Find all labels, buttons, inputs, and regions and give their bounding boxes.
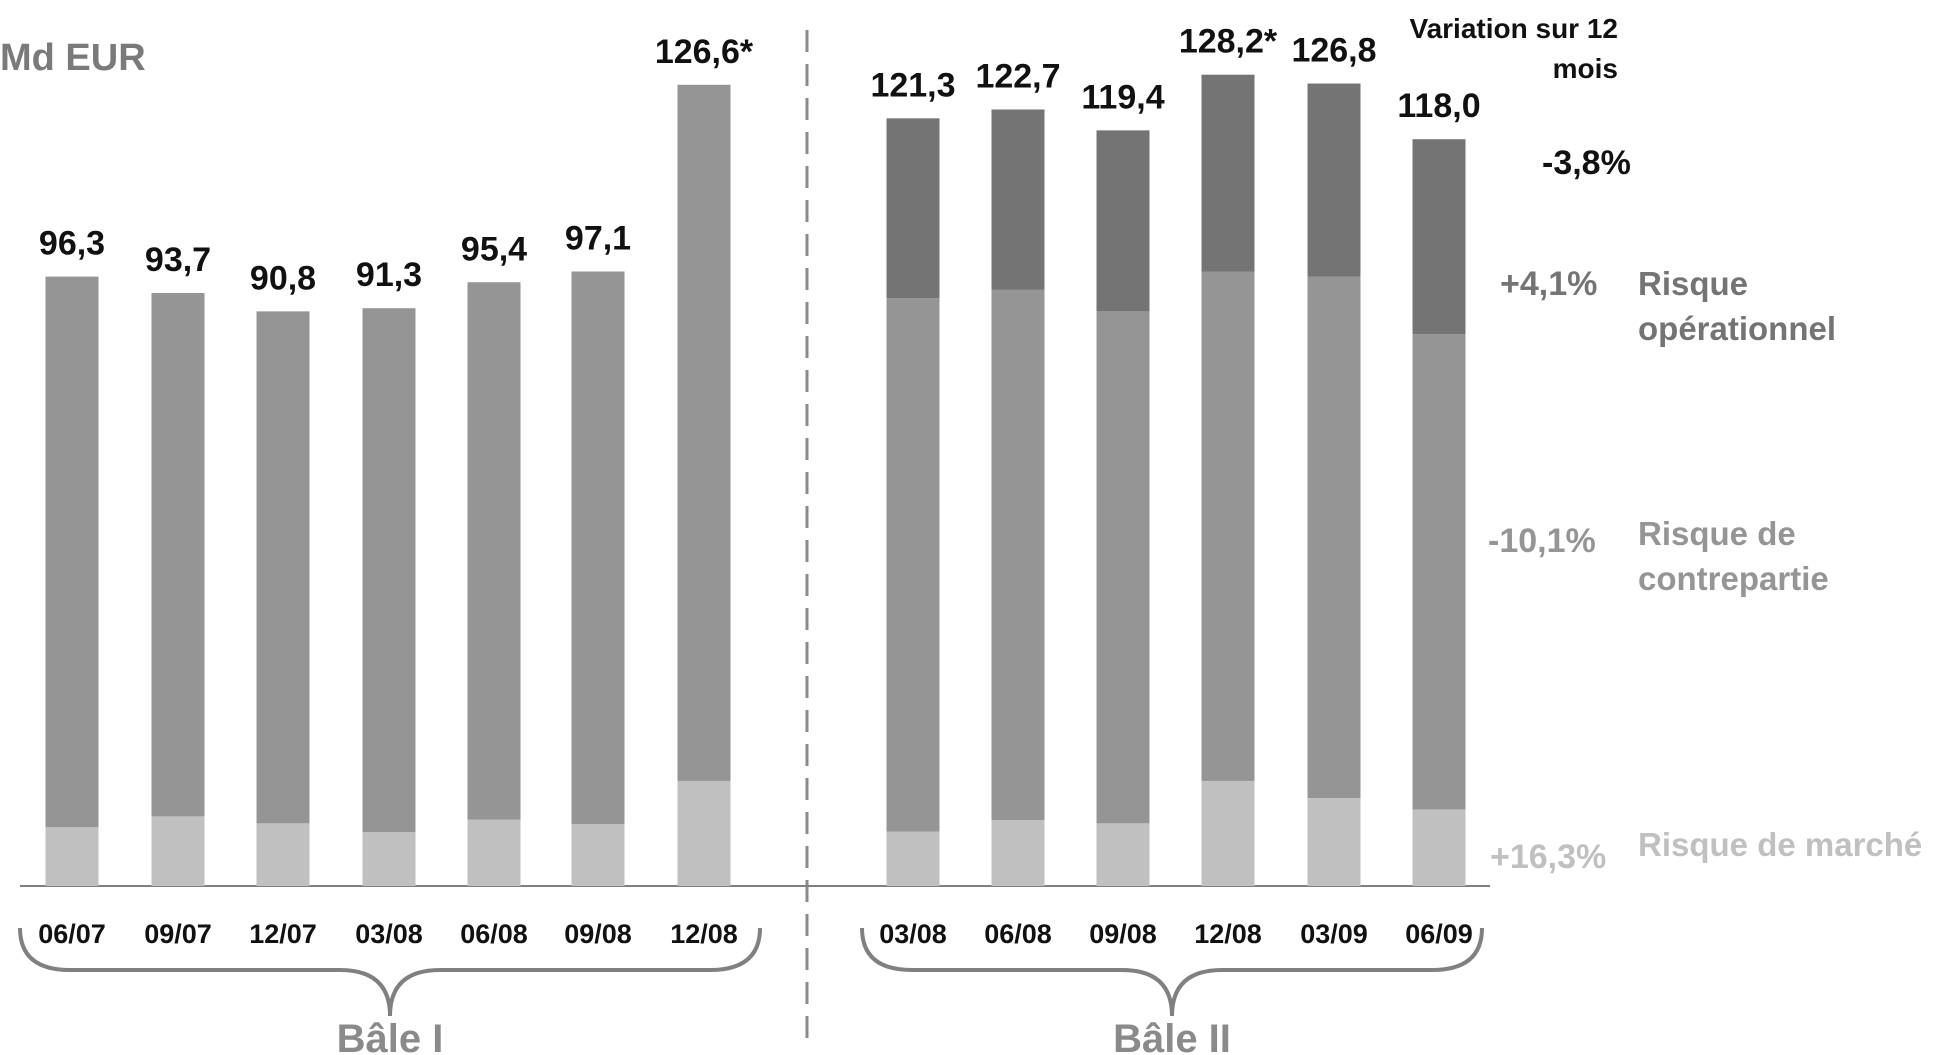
variation-counterparty: -10,1% bbox=[1488, 522, 1596, 560]
bar-risque-de-contrepartie-3 bbox=[362, 308, 416, 833]
basel-1-brace bbox=[18, 927, 762, 1017]
x-tick-1: 09/07 bbox=[144, 919, 212, 949]
total-label-10: 128,2* bbox=[1179, 23, 1278, 61]
total-label-9: 119,4 bbox=[1081, 78, 1164, 116]
x-tick-10: 12/08 bbox=[1194, 919, 1262, 949]
basel-2-brace bbox=[860, 927, 1484, 1017]
x-tick-4: 06/08 bbox=[460, 919, 528, 949]
unit-label: Md EUR bbox=[0, 37, 146, 79]
variation-operational: +4,1% bbox=[1500, 265, 1597, 303]
total-label-0: 96,3 bbox=[39, 225, 105, 263]
bar-risque-de-marche-11 bbox=[1307, 798, 1361, 886]
bar-risque-de-contrepartie-9 bbox=[1096, 311, 1150, 824]
bar-risque-de-marche-7 bbox=[886, 831, 940, 886]
basel-1-label: Bâle I bbox=[337, 1017, 444, 1055]
variation-market: +16,3% bbox=[1490, 838, 1606, 876]
bar-risque-de-marche-0 bbox=[45, 827, 99, 886]
total-label-6: 126,6* bbox=[655, 33, 754, 71]
label-counterparty-line2: contrepartie bbox=[1638, 560, 1829, 597]
bar-risque-de-marche-10 bbox=[1201, 780, 1255, 886]
x-tick-7: 03/08 bbox=[879, 919, 947, 949]
total-label-2: 90,8 bbox=[250, 259, 316, 297]
label-counterparty-line1: Risque de bbox=[1638, 515, 1796, 552]
total-label-12: 118,0 bbox=[1397, 87, 1480, 125]
x-tick-8: 06/08 bbox=[984, 919, 1052, 949]
x-tick-6: 12/08 bbox=[670, 919, 738, 949]
x-ticks-layer: 06/07 09/07 12/07 03/08 06/08 09/08 12/08 03/08… bbox=[38, 919, 1473, 949]
bar-risque-de-marche-3 bbox=[362, 832, 416, 886]
x-tick-5: 09/08 bbox=[564, 919, 632, 949]
label-operational-line2: opérationnel bbox=[1638, 310, 1836, 347]
bar-risque-de-marche-12 bbox=[1412, 809, 1466, 886]
totals-layer: 96,3 93,7 90,8 91,3 95,4 97,1 126,6* 121,3 122,7… bbox=[39, 23, 1481, 298]
x-tick-12: 06/09 bbox=[1405, 919, 1473, 949]
bar-risque-de-marche-6 bbox=[677, 780, 731, 886]
bars-layer bbox=[45, 74, 1466, 886]
bar-risque-operationnel-8 bbox=[991, 109, 1045, 290]
bar-risque-operationnel-7 bbox=[886, 118, 940, 299]
bar-risque-de-contrepartie-1 bbox=[151, 293, 205, 817]
bar-risque-de-contrepartie-0 bbox=[45, 276, 99, 828]
bar-risque-de-marche-8 bbox=[991, 820, 1045, 886]
bar-risque-de-contrepartie-12 bbox=[1412, 334, 1466, 810]
x-tick-9: 09/08 bbox=[1089, 919, 1157, 949]
variation-header-line2: mois bbox=[1553, 53, 1618, 84]
bar-risque-operationnel-10 bbox=[1201, 74, 1255, 272]
total-variation: -3,8% bbox=[1542, 144, 1631, 182]
bar-risque-de-contrepartie-10 bbox=[1201, 271, 1255, 781]
variation-header-line1: Variation sur 12 bbox=[1409, 13, 1618, 44]
basel-2-label: Bâle II bbox=[1113, 1017, 1231, 1055]
bar-risque-de-contrepartie-6 bbox=[677, 84, 731, 781]
bar-risque-operationnel-12 bbox=[1412, 139, 1466, 335]
bar-risque-de-contrepartie-7 bbox=[886, 298, 940, 832]
label-market: Risque de marché bbox=[1638, 826, 1922, 863]
bar-risque-de-marche-1 bbox=[151, 816, 205, 886]
bar-risque-de-contrepartie-2 bbox=[256, 311, 310, 824]
total-label-4: 95,4 bbox=[461, 230, 527, 268]
total-label-7: 121,3 bbox=[870, 66, 955, 104]
x-tick-2: 12/07 bbox=[249, 919, 317, 949]
bar-risque-de-contrepartie-4 bbox=[467, 282, 521, 820]
bar-risque-de-marche-2 bbox=[256, 823, 310, 886]
x-tick-11: 03/09 bbox=[1300, 919, 1368, 949]
bar-risque-operationnel-9 bbox=[1096, 130, 1150, 312]
x-tick-0: 06/07 bbox=[38, 919, 106, 949]
bar-risque-de-marche-5 bbox=[571, 823, 625, 886]
bar-risque-de-marche-4 bbox=[467, 819, 521, 886]
bar-risque-de-contrepartie-8 bbox=[991, 289, 1045, 821]
bar-risque-de-marche-9 bbox=[1096, 823, 1150, 886]
x-tick-3: 03/08 bbox=[355, 919, 423, 949]
bar-risque-operationnel-11 bbox=[1307, 83, 1361, 277]
total-label-1: 93,7 bbox=[145, 241, 211, 279]
total-label-8: 122,7 bbox=[975, 57, 1060, 95]
bar-risque-de-contrepartie-11 bbox=[1307, 276, 1361, 799]
label-operational-line1: Risque bbox=[1638, 265, 1748, 302]
bar-risque-de-contrepartie-5 bbox=[571, 271, 625, 824]
total-label-3: 91,3 bbox=[356, 256, 422, 294]
total-label-5: 97,1 bbox=[565, 219, 631, 257]
total-label-11: 126,8 bbox=[1291, 32, 1376, 70]
